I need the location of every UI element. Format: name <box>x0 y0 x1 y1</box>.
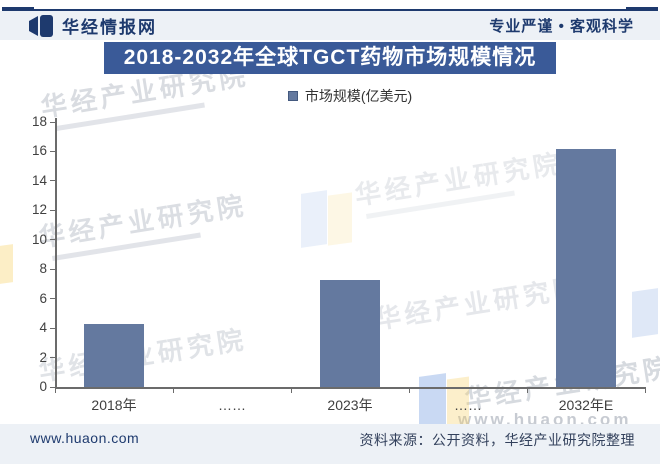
chart-title-banner: 2018-2032年全球TGCT药物市场规模情况 <box>104 42 556 74</box>
bar <box>320 279 380 387</box>
y-axis-tick <box>50 150 55 152</box>
brand: 华经情报网 <box>28 13 157 38</box>
y-axis-label: 12 <box>31 202 47 218</box>
y-axis-tick <box>50 209 55 211</box>
x-axis-tick <box>409 388 410 393</box>
top-rule-cap-left <box>2 7 34 13</box>
x-axis-label: 2018年 <box>91 397 137 413</box>
y-axis-tick <box>50 180 55 182</box>
x-axis-tick <box>645 388 646 393</box>
x-axis-tick <box>291 388 292 393</box>
huajing-logo-icon <box>28 14 54 37</box>
top-rule-line <box>2 9 658 11</box>
bar <box>556 148 616 387</box>
y-axis-label: 14 <box>31 172 47 188</box>
y-axis-label: 8 <box>39 261 47 277</box>
x-axis-tick <box>527 388 528 393</box>
brand-name: 华经情报网 <box>62 18 157 37</box>
bar <box>84 323 144 387</box>
legend-label: 市场规模(亿美元) <box>304 88 413 104</box>
x-axis-label: …… <box>454 397 482 413</box>
header-slogan: 专业严谨 • 客观科学 <box>489 18 634 35</box>
footer-site-url: www.huaon.com <box>30 430 140 446</box>
y-axis-tick <box>50 357 55 359</box>
legend-swatch <box>287 91 298 101</box>
y-axis-label: 2 <box>39 349 47 365</box>
x-axis-tick <box>55 388 56 393</box>
y-axis-label: 6 <box>39 290 47 306</box>
footer <box>0 424 660 464</box>
y-axis-label: 16 <box>31 143 47 159</box>
y-axis-label: 10 <box>31 231 47 247</box>
footer-data-source: 资料来源：公开资料，华经产业研究院整理 <box>359 432 635 448</box>
top-rule-cap-right <box>626 7 658 13</box>
y-axis-tick <box>50 239 55 241</box>
y-axis-line <box>55 118 57 388</box>
y-axis-tick <box>50 298 55 300</box>
y-axis-label: 4 <box>39 320 47 336</box>
y-axis-tick <box>50 121 55 123</box>
x-axis-tick <box>173 388 174 393</box>
x-axis-label: 2023年 <box>327 397 373 413</box>
x-axis-line <box>55 387 646 389</box>
y-axis-tick <box>50 386 55 388</box>
y-axis-label: 0 <box>39 379 47 394</box>
header: 华经情报网 专业严谨 • 客观科学 <box>0 11 660 40</box>
x-axis-label: 2032年E <box>558 397 614 413</box>
x-axis-label: …… <box>218 397 246 413</box>
y-axis-tick <box>50 268 55 270</box>
y-axis-label: 18 <box>31 114 47 129</box>
y-axis-tick <box>50 327 55 329</box>
chart-legend: 市场规模(亿美元) <box>55 86 645 106</box>
